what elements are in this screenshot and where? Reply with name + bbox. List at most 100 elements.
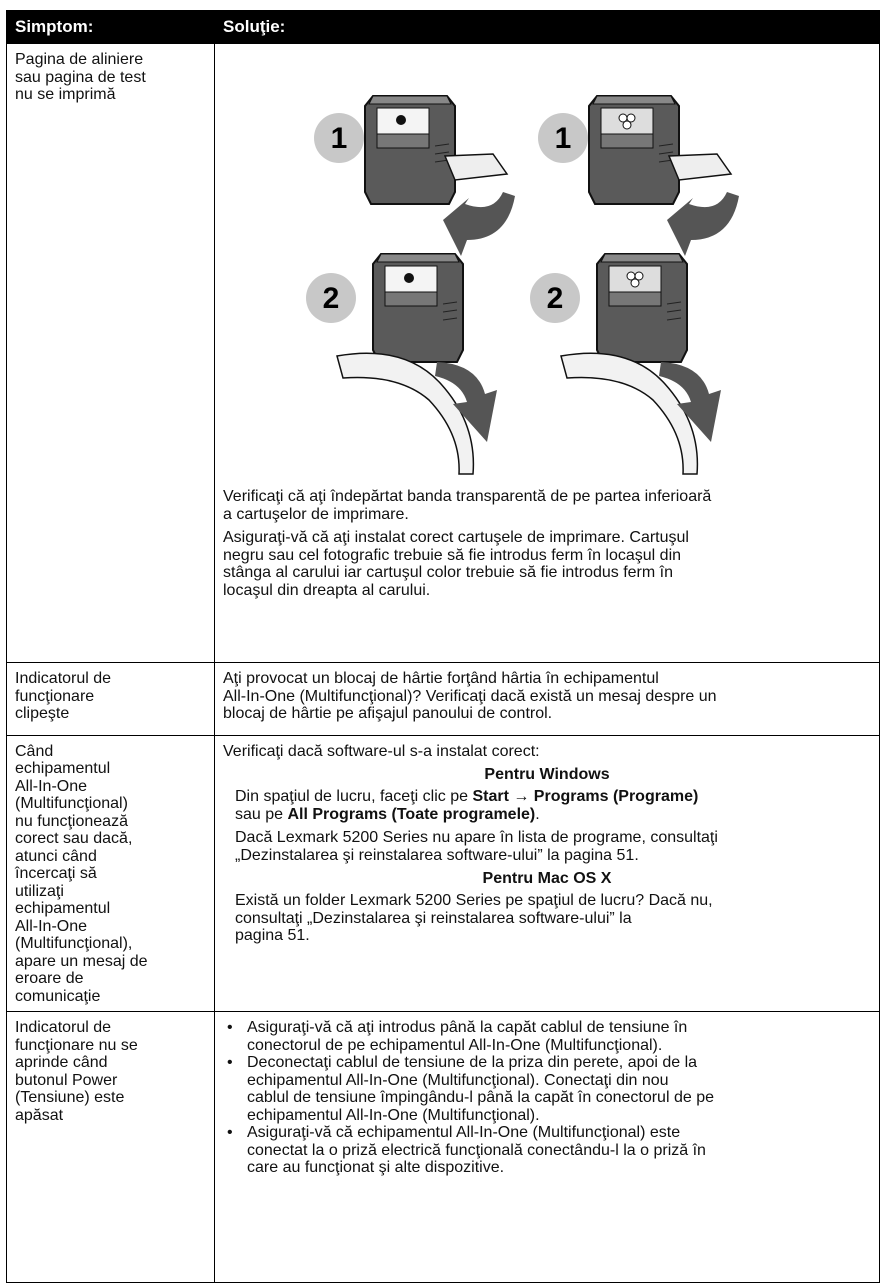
tape	[336, 352, 475, 475]
cartridge	[364, 95, 456, 205]
text-line: Verificaţi că aţi îndepărtat banda trans…	[223, 488, 712, 505]
tape	[443, 153, 509, 181]
text-line: încercaţi să	[15, 865, 97, 882]
text-line: Din spaţiul de lucru, faceţi clic pe Sta…	[235, 788, 871, 806]
step-number: 2	[547, 282, 564, 315]
table-row: Indicatorul de funcţionare nu se aprinde c…	[6, 1011, 880, 1283]
step-badge	[314, 113, 364, 163]
text-line: apăsat	[15, 1106, 64, 1124]
text-line: eroare de	[15, 970, 84, 987]
text-line: (Multifuncţional),	[15, 935, 133, 952]
bold-text: Start → Programs (Programe)	[472, 788, 699, 805]
symptom-cell: Pagina de aliniere sau pagina de test nu s…	[6, 43, 215, 663]
step-badge	[530, 273, 580, 323]
paragraph: Verificaţi că aţi îndepărtat banda trans…	[223, 488, 871, 523]
cartridge	[596, 253, 688, 363]
text-line: „Dezinstalarea şi reinstalarea software-…	[235, 846, 639, 864]
paragraph: Din spaţiul de lucru, faceţi clic pe Sta…	[223, 788, 871, 823]
section-heading: Pentru Windows	[484, 766, 610, 783]
text-line: consultaţi „Dezinstalarea şi reinstalare…	[235, 909, 632, 927]
text-line: aprinde când	[15, 1054, 108, 1071]
troubleshooting-table: Simptom: Soluţie: Pagina de aliniere sau …	[6, 10, 880, 1283]
step-number: 1	[331, 122, 348, 155]
table-row: Când echipamentul All-In-One (Multifuncţion…	[6, 734, 880, 1012]
paragraph: Asiguraţi-vă că aţi instalat corect cart…	[223, 529, 871, 599]
tape	[560, 352, 699, 475]
step-badge	[306, 273, 356, 323]
text-line: Indicatorul de	[15, 670, 112, 687]
symptom-cell: Indicatorul de funcţionare nu se aprinde c…	[6, 1011, 215, 1283]
text-line: echipamentul	[15, 760, 111, 777]
text-line: nu se imprimă	[15, 86, 116, 103]
text-line: Când	[15, 742, 54, 760]
step-number: 1	[555, 122, 572, 155]
text-line: nu funcţionează	[15, 812, 128, 830]
text-line: comunicaţie	[15, 987, 101, 1005]
bold-text: All Programs (Toate programele)	[287, 805, 536, 823]
arrow	[443, 192, 515, 256]
text-line: (Tensiune) este	[15, 1089, 125, 1106]
text-line: echipamentul All-In-One (Multifuncţional…	[247, 1071, 669, 1089]
text-line: (Multifuncţional)	[15, 795, 128, 812]
solution-cell: Aţi provocat un blocaj de hârtie forţând…	[214, 662, 880, 736]
text-line: Indicatorul de	[15, 1019, 112, 1036]
text-line: negru sau cel fotografic trebuie să fie …	[223, 546, 682, 564]
header-cell: Soluţie:	[214, 10, 880, 44]
text-line: stânga al carului iar cartuşul color tre…	[223, 564, 673, 581]
paragraph: Dacă Lexmark 5200 Series nu apare în lis…	[223, 829, 871, 864]
text-line: Există un folder Lexmark 5200 Series pe …	[235, 892, 713, 909]
text-line: Pagina de aliniere	[15, 51, 144, 68]
text-line: funcţionare nu se	[15, 1036, 138, 1054]
text-line: Asiguraţi-vă că echipamentul All-In-One …	[247, 1124, 681, 1141]
bullet-item: Deconectaţi cablul de tensiune de la pri…	[223, 1054, 871, 1124]
text-line: All-In-One	[15, 917, 88, 935]
header-row: Simptom: Soluţie:	[6, 10, 880, 44]
text-line: a cartuşelor de imprimare.	[223, 505, 409, 523]
table-row: Pagina de aliniere sau pagina de test nu s…	[6, 43, 880, 663]
symptom-cell: Indicatorul de funcţionare clipeşte	[6, 662, 215, 736]
text-line: echipamentul	[15, 900, 111, 917]
text-line: clipeşte	[15, 705, 70, 722]
illustration-column: 12	[530, 95, 739, 475]
text-line: echipamentul All-In-One (Multifuncţional…	[247, 1106, 540, 1124]
section-heading: Pentru Mac OS X	[482, 870, 612, 887]
text-line: Deconectaţi cablul de tensiune de la pri…	[247, 1054, 698, 1071]
text-line: sau pe All Programs (Toate programele).	[235, 806, 871, 824]
step-number: 2	[323, 282, 340, 315]
illustration-column: 12	[306, 95, 515, 475]
text-line: funcţionare	[15, 687, 95, 705]
text-line: conectat la o priză electrică funcţional…	[247, 1141, 706, 1159]
step-badge	[538, 113, 588, 163]
text-line: Asiguraţi-vă că aţi introdus până la cap…	[247, 1019, 688, 1036]
text-line: pagina 51.	[235, 927, 310, 944]
text-line: sau pagina de test	[15, 68, 146, 86]
arrow	[435, 362, 497, 442]
text-line: locaşul din dreapta al carului.	[223, 581, 431, 599]
text-line: All-In-One (Multifuncţional)? Verificaţi…	[223, 687, 717, 705]
cartridge	[588, 95, 680, 205]
solution-cell: Verificaţi dacă software-ul s-a instalat…	[214, 734, 880, 1012]
text-line: conectorul de pe echipamentul All-In-One…	[247, 1036, 663, 1054]
text-line: blocaj de hârtie pe afişajul panoului de…	[223, 705, 553, 722]
paragraph: Aţi provocat un blocaj de hârtie forţând…	[223, 670, 871, 723]
solution-cell: Asiguraţi-vă că aţi introdus până la cap…	[214, 1011, 880, 1283]
text-line: All-In-One	[15, 777, 88, 795]
cartridge	[372, 253, 464, 363]
text-span: sau pe	[235, 805, 288, 823]
illustration: 12 12	[306, 95, 739, 475]
text-line: cablul de tensiune împingându-l până la …	[247, 1089, 714, 1106]
text-line: Dacă Lexmark 5200 Series nu apare în lis…	[235, 829, 718, 846]
text-span: .	[535, 805, 540, 823]
text-span: Din spaţiul de lucru, faceţi clic pe	[235, 788, 473, 805]
tape	[667, 153, 733, 181]
bullet-item: Asiguraţi-vă că echipamentul All-In-One …	[223, 1124, 871, 1177]
text-line: Aţi provocat un blocaj de hârtie forţând…	[223, 670, 659, 687]
symptom-cell: Când echipamentul All-In-One (Multifuncţion…	[6, 734, 215, 1012]
table-row: Indicatorul de funcţionare clipeşte Aţi pro…	[6, 662, 880, 736]
text-line: utilizaţi	[15, 882, 64, 900]
text-line: apare un mesaj de	[15, 952, 148, 970]
arrow	[659, 362, 721, 442]
text-line: corect sau dacă,	[15, 830, 133, 847]
